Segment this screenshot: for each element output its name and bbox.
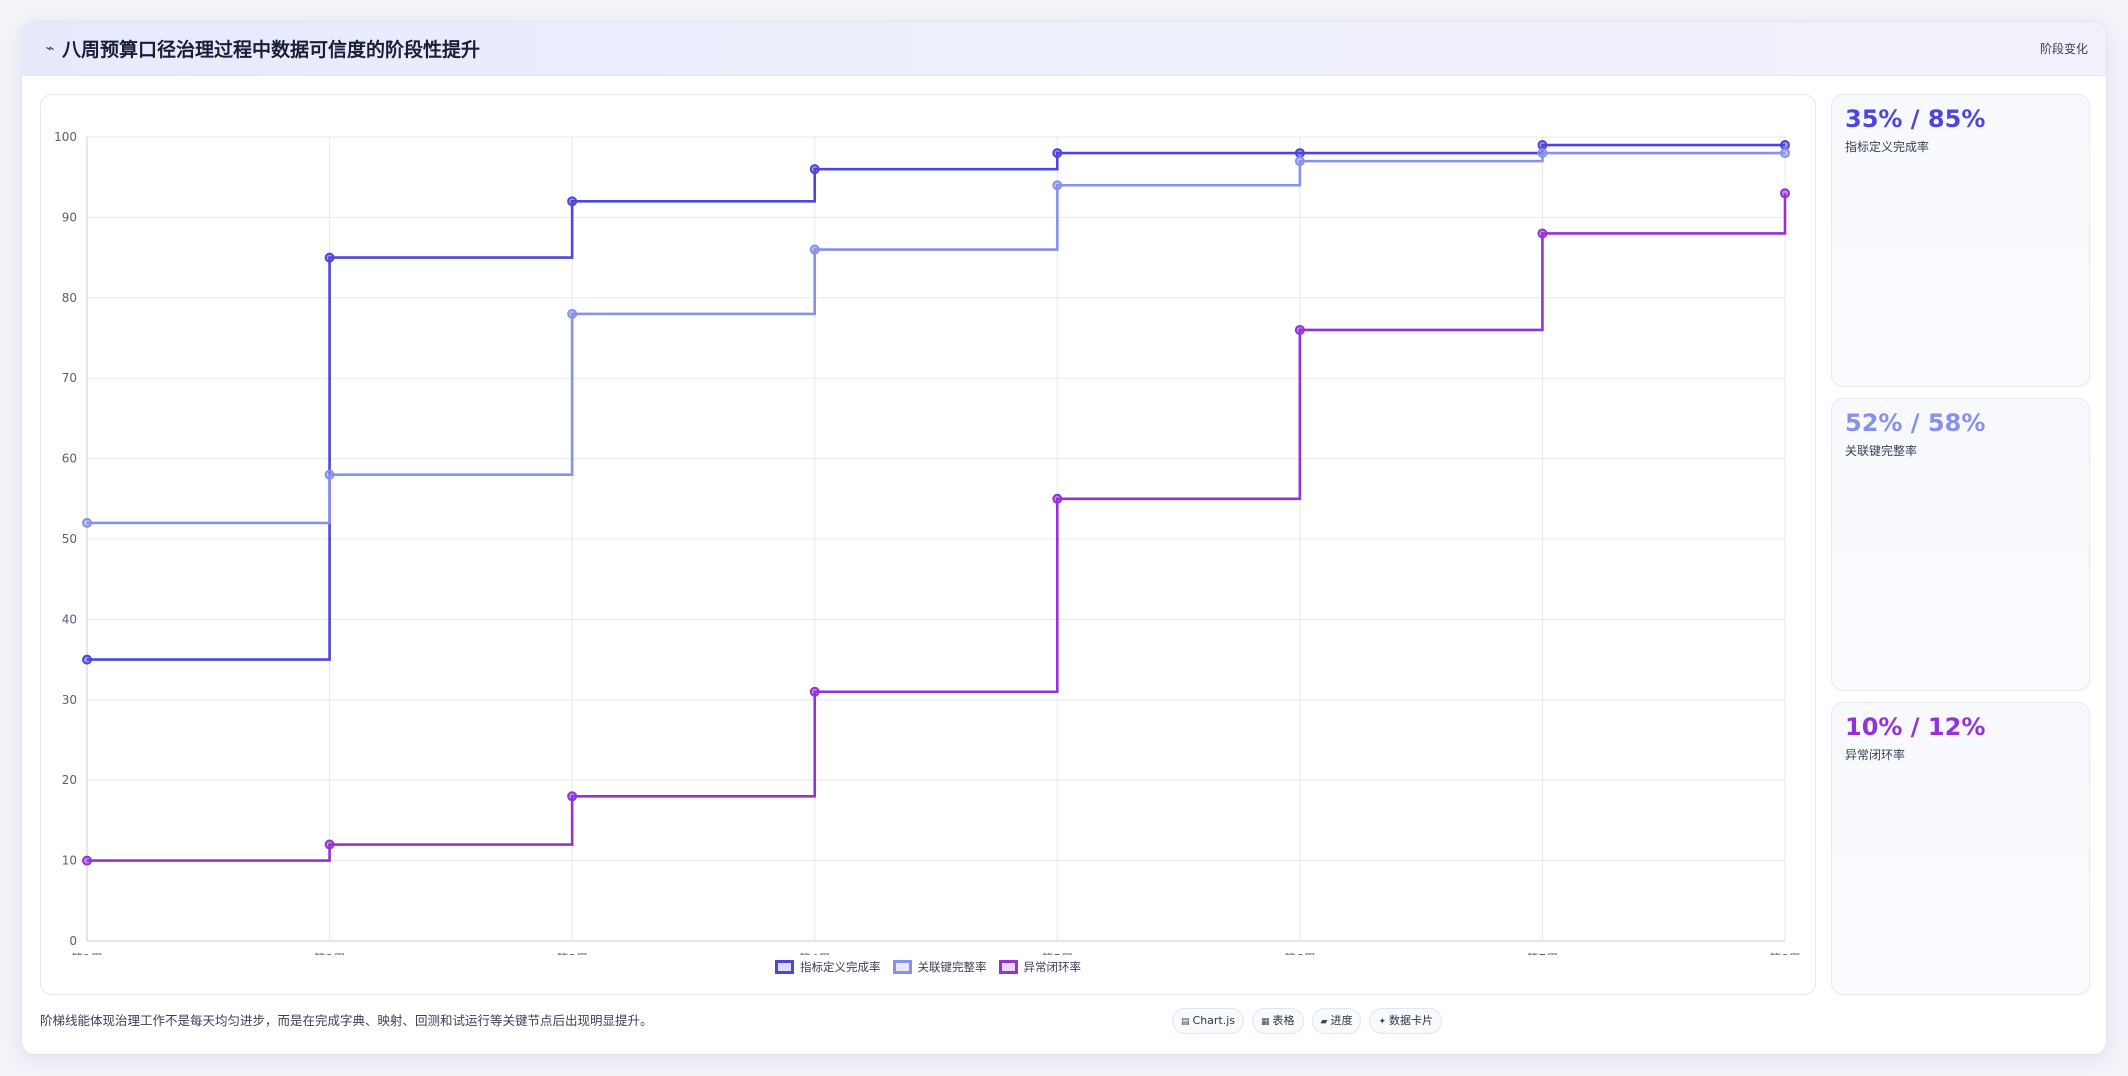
x-tick-label: 第8周	[1769, 952, 1801, 955]
legend-label: 指标定义完成率	[800, 960, 881, 974]
legend-item[interactable]: 关联键完整率	[892, 957, 987, 977]
chip-data-cards[interactable]: ✦ 数据卡片	[1369, 1008, 1443, 1034]
data-point	[1052, 180, 1063, 191]
table-icon: ▦	[1261, 1017, 1270, 1027]
card-header: ⌁ 八周预算口径治理过程中数据可信度的阶段性提升 阶段变化	[22, 22, 2106, 76]
data-point	[324, 252, 335, 263]
data-point	[324, 469, 335, 480]
chip-label: 表格	[1272, 1014, 1295, 1027]
data-point	[567, 308, 578, 319]
side-card-definition: 35% / 85% 指标定义完成率	[1831, 94, 2090, 387]
side-card-value: 52% / 58%	[1845, 409, 1986, 437]
y-tick-label: 80	[62, 291, 77, 305]
x-tick-label: 第5周	[1041, 952, 1073, 955]
side-card-label: 指标定义完成率	[1845, 140, 1930, 154]
series-line-1	[87, 143, 1785, 661]
data-point	[82, 654, 92, 665]
data-point	[1294, 324, 1305, 335]
data-point	[324, 839, 335, 850]
chip-label: 数据卡片	[1389, 1014, 1434, 1027]
y-tick-label: 40	[62, 612, 77, 626]
legend-label: 异常闭环率	[1023, 960, 1082, 974]
footer-note: 阶梯线能体现治理工作不是每天均匀进步，而是在完成字典、映射、回测和试运行等关键节…	[40, 1013, 653, 1028]
y-tick-label: 20	[62, 773, 77, 787]
y-tick-label: 50	[62, 532, 77, 546]
series-line-2	[87, 151, 1785, 525]
data-point	[809, 244, 820, 255]
sparkle-icon: ✦	[1378, 1017, 1387, 1027]
side-card-anomaly-closure: 10% / 12% 异常闭环率	[1831, 702, 2090, 995]
chart-panel: 0 10 20 30 40 50 60 70 80 90 100 第1周 第2周 第3周 第4周 第5周 第6周…	[40, 94, 1816, 995]
y-tick-label: 30	[62, 693, 77, 707]
data-point	[1537, 228, 1548, 239]
chart-icon: ▤	[1181, 1017, 1190, 1027]
x-tick-label: 第6周	[1284, 952, 1316, 955]
chip-table[interactable]: ▦ 表格	[1252, 1008, 1304, 1034]
side-card-value: 10% / 12%	[1845, 713, 1986, 741]
x-tick-label: 第4周	[799, 952, 831, 955]
main-card: ⌁ 八周预算口径治理过程中数据可信度的阶段性提升 阶段变化 0 10 20 30 40 5…	[21, 21, 2107, 1055]
header-tag: 阶段变化	[2039, 42, 2088, 56]
y-tick-label: 10	[62, 854, 77, 868]
y-tick-label: 90	[62, 210, 77, 224]
y-tick-label: 100	[54, 130, 77, 144]
data-point	[1537, 140, 1548, 151]
chip-chartjs[interactable]: ▤ Chart.js	[1172, 1008, 1245, 1034]
data-point	[1294, 156, 1305, 167]
x-tick-label: 第1周	[71, 952, 103, 955]
data-point	[809, 164, 820, 175]
data-point	[82, 855, 92, 866]
chart-legend: 指标定义完成率 关联键完整率 异常闭环率	[41, 957, 1815, 977]
y-tick-label: 70	[62, 371, 77, 385]
y-tick-label: 60	[62, 452, 77, 466]
data-point	[1052, 493, 1063, 504]
data-point	[567, 196, 578, 207]
data-point	[1780, 188, 1790, 199]
chip-progress[interactable]: ▰ 进度	[1311, 1008, 1362, 1034]
data-point	[1294, 148, 1305, 159]
legend-swatch	[998, 960, 1018, 974]
data-point	[1537, 148, 1548, 159]
pulse-icon: ⌁	[45, 39, 55, 57]
chip-label: Chart.js	[1192, 1014, 1236, 1027]
data-point	[1780, 148, 1790, 159]
legend-item[interactable]: 异常闭环率	[998, 957, 1082, 977]
step-line-chart: 0 10 20 30 40 50 60 70 80 90 100 第1周 第2周 第3周 第4周 第5周 第6周…	[54, 130, 1801, 955]
footer-chips: ▤ Chart.js ▦ 表格 ▰ 进度 ✦ 数据卡片	[1172, 1008, 1443, 1034]
x-tick-label: 第3周	[556, 952, 588, 955]
data-point	[1052, 148, 1063, 159]
legend-item[interactable]: 指标定义完成率	[775, 957, 881, 977]
data-point	[567, 791, 578, 802]
x-tick-label: 第7周	[1527, 952, 1559, 955]
progress-icon: ▰	[1320, 1017, 1328, 1027]
chip-label: 进度	[1330, 1014, 1353, 1027]
y-tick-label: 0	[69, 934, 77, 948]
data-point	[1780, 140, 1790, 151]
legend-swatch	[892, 960, 912, 974]
data-point	[82, 517, 92, 528]
data-point	[809, 686, 820, 697]
series-line-3	[87, 193, 1787, 862]
legend-swatch	[775, 960, 794, 974]
legend-label: 关联键完整率	[917, 960, 987, 974]
side-card-label: 关联键完整率	[1845, 444, 1918, 458]
side-card-value: 35% / 85%	[1845, 105, 1986, 133]
x-tick-label: 第2周	[314, 952, 346, 955]
side-card-key-integrity: 52% / 58% 关联键完整率	[1831, 398, 2090, 691]
page-title: 八周预算口径治理过程中数据可信度的阶段性提升	[62, 39, 481, 61]
side-card-label: 异常闭环率	[1845, 748, 1906, 762]
